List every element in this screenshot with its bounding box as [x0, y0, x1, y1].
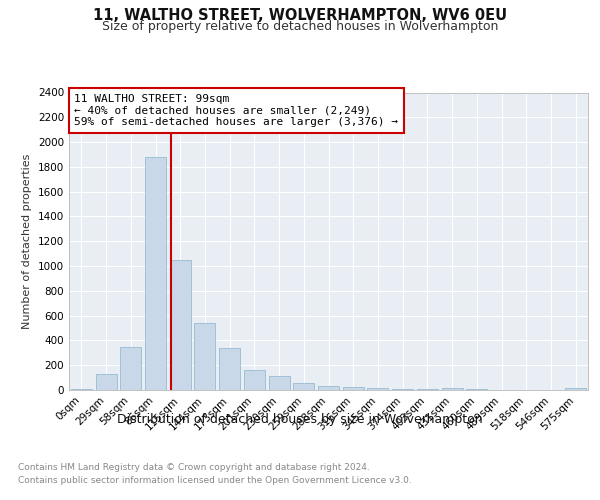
Bar: [194, 323, 215, 390]
Text: Size of property relative to detached houses in Wolverhampton: Size of property relative to detached ho…: [102, 20, 498, 33]
Bar: [244, 370, 265, 390]
Bar: [318, 386, 339, 390]
Bar: [565, 388, 586, 390]
Bar: [219, 348, 240, 390]
Text: Contains public sector information licensed under the Open Government Licence v3: Contains public sector information licen…: [18, 476, 412, 485]
Bar: [293, 382, 314, 390]
Bar: [392, 389, 413, 390]
Bar: [417, 389, 438, 390]
Text: Distribution of detached houses by size in Wolverhampton: Distribution of detached houses by size …: [117, 412, 483, 426]
Bar: [145, 157, 166, 390]
Bar: [367, 388, 388, 390]
Bar: [269, 376, 290, 390]
Text: 11 WALTHO STREET: 99sqm
← 40% of detached houses are smaller (2,249)
59% of semi: 11 WALTHO STREET: 99sqm ← 40% of detache…: [74, 94, 398, 127]
Y-axis label: Number of detached properties: Number of detached properties: [22, 154, 32, 329]
Text: 11, WALTHO STREET, WOLVERHAMPTON, WV6 0EU: 11, WALTHO STREET, WOLVERHAMPTON, WV6 0E…: [93, 8, 507, 22]
Bar: [170, 260, 191, 390]
Text: Contains HM Land Registry data © Crown copyright and database right 2024.: Contains HM Land Registry data © Crown c…: [18, 462, 370, 471]
Bar: [442, 388, 463, 390]
Bar: [343, 387, 364, 390]
Bar: [95, 374, 116, 390]
Bar: [120, 346, 141, 390]
